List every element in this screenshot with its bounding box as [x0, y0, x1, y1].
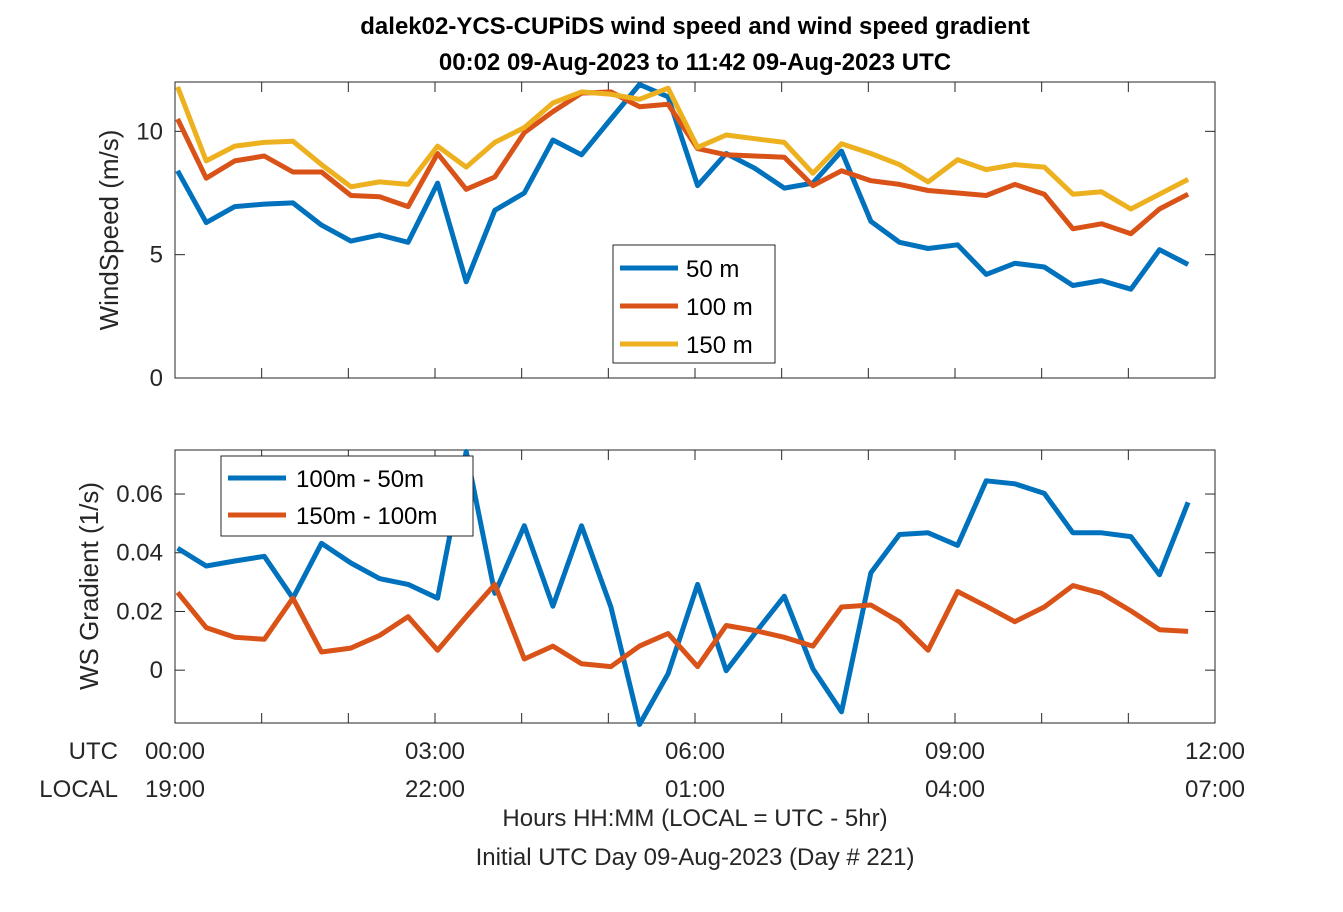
gradient-series-line-0	[176, 449, 1191, 727]
x-axis-title: Hours HH:MM (LOCAL = UTC - 5hr)	[502, 805, 887, 832]
legend-label-150m: 150 m	[686, 332, 753, 359]
time-axis-labels: UTC LOCAL 00:00 19:00 03:00 22:00 06:00 01:00…	[39, 738, 1245, 803]
windspeed-ytick-label: 10	[136, 118, 163, 145]
local-tick-label: 22:00	[405, 776, 465, 803]
legend-label-100m: 100 m	[686, 294, 753, 321]
local-tick-label: 19:00	[145, 776, 205, 803]
gradient-ytick-label: 0.04	[116, 540, 163, 567]
figure-title-line2: 00:02 09-Aug-2023 to 11:42 09-Aug-2023 U…	[439, 49, 951, 76]
gradient-ticks: 0 0.02 0.04 0.06	[116, 450, 1215, 723]
local-tick-label: 04:00	[925, 776, 985, 803]
local-tick-label: 01:00	[665, 776, 725, 803]
utc-tick-label: 03:00	[405, 738, 465, 765]
windspeed-ytick-label: 0	[150, 365, 163, 392]
gradient-lines	[175, 449, 1191, 727]
utc-row-label: UTC	[69, 738, 118, 765]
windspeed-panel: 0 5 10 WindSpeed (m/s) 50 m 100 m 150 m	[94, 81, 1216, 392]
legend-label-50m: 50 m	[686, 256, 739, 283]
gradient-legend-box	[220, 455, 474, 537]
utc-tick-label: 00:00	[145, 738, 205, 765]
windspeed-ytick-label: 5	[150, 242, 163, 269]
initial-day-footnote: Initial UTC Day 09-Aug-2023 (Day # 221)	[476, 844, 915, 871]
windspeed-series-line-1	[175, 89, 1190, 237]
local-tick-label: 07:00	[1185, 776, 1245, 803]
local-row-label: LOCAL	[39, 776, 118, 803]
windspeed-series-line-0	[175, 82, 1190, 292]
windspeed-ylabel: WindSpeed (m/s)	[94, 130, 124, 331]
utc-tick-label: 09:00	[925, 738, 985, 765]
gradient-ytick-label: 0	[150, 657, 163, 684]
utc-tick-label: 06:00	[665, 738, 725, 765]
gradient-panel: 0 0.02 0.04 0.06 WS Gradient (1/s) 100m - 5…	[74, 449, 1216, 727]
gradient-ytick-label: 0.02	[116, 598, 163, 625]
gradient-legend: 100m - 50m 150m - 100m	[220, 455, 474, 537]
legend-label-100m-50m: 100m - 50m	[296, 466, 424, 493]
windspeed-ticks: 0 5 10	[136, 82, 1215, 392]
gradient-ytick-label: 0.06	[116, 481, 163, 508]
gradient-ylabel: WS Gradient (1/s)	[74, 482, 104, 690]
legend-label-150m-100m: 150m - 100m	[296, 503, 437, 530]
gradient-series-line-1	[175, 581, 1189, 670]
windspeed-legend: 50 m 100 m 150 m	[612, 244, 776, 364]
windspeed-lines	[175, 82, 1190, 292]
windspeed-series-line-2	[175, 85, 1190, 212]
figure-title-line1: dalek02-YCS-CUPiDS wind speed and wind s…	[360, 13, 1029, 40]
utc-tick-label: 12:00	[1185, 738, 1245, 765]
